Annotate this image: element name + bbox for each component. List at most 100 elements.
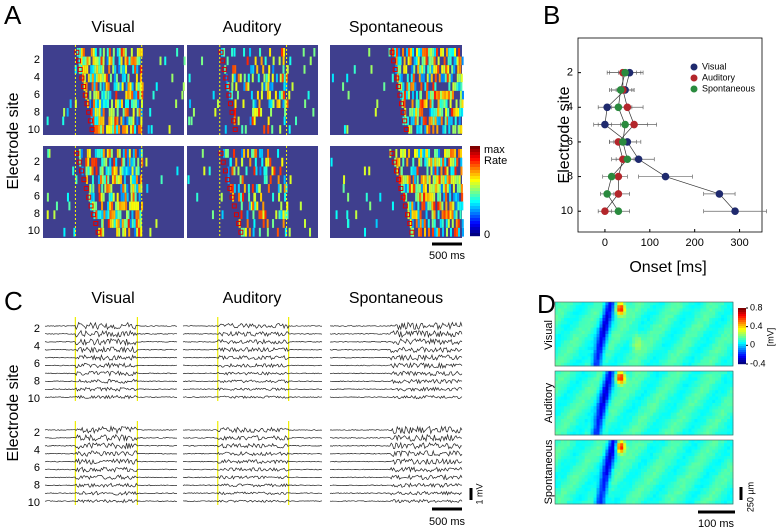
csd-cell	[605, 466, 608, 470]
heatmap-cell	[127, 74, 129, 83]
csd-cell	[641, 353, 644, 357]
csd-cell	[656, 422, 659, 426]
csd-cell	[665, 475, 668, 479]
csd-cell	[677, 498, 680, 502]
csd-cell	[620, 459, 623, 463]
csd-cell	[555, 340, 558, 344]
csd-cell	[632, 478, 635, 482]
csd-cell	[573, 466, 576, 470]
colorbar-cell	[470, 227, 480, 230]
csd-cell	[641, 416, 644, 420]
csd-cell	[600, 344, 603, 348]
csd-cell	[727, 387, 730, 391]
csd-cell	[602, 377, 605, 381]
csd-cell	[680, 347, 683, 351]
heatmap-cell	[452, 91, 454, 100]
heatmap-cell	[410, 82, 412, 91]
csd-cell	[653, 384, 656, 388]
csd-cell	[629, 462, 632, 466]
csd-cell	[600, 469, 603, 473]
csd-cell	[697, 413, 700, 417]
csd-cell	[632, 422, 635, 426]
heatmap-cell	[444, 57, 446, 66]
heatmap-cell	[113, 193, 115, 202]
csd-cell	[721, 400, 724, 404]
heatmap-cell	[130, 158, 132, 167]
heatmap-cell	[419, 108, 421, 117]
csd-cell	[567, 384, 570, 388]
heatmap-cell	[433, 202, 435, 211]
csd-cell	[712, 498, 715, 502]
csd-cell	[650, 356, 653, 360]
csd-cell	[635, 321, 638, 325]
heatmap-cell	[462, 99, 464, 108]
csd-cell	[644, 488, 647, 492]
heatmap-cell	[148, 125, 150, 134]
csd-cell	[644, 381, 647, 385]
csd-cell	[680, 488, 683, 492]
csd-cell	[626, 321, 629, 325]
csd-cell	[567, 491, 570, 495]
csd-cell	[700, 371, 703, 375]
csd-cell	[570, 397, 573, 401]
csd-cell	[564, 416, 567, 420]
heatmap-cell	[431, 202, 433, 211]
csd-cell	[626, 450, 629, 454]
csd-cell	[653, 377, 656, 381]
heatmap-cell	[383, 82, 385, 91]
csd-cell	[605, 315, 608, 319]
heatmap-cell	[260, 210, 262, 219]
csd-cell	[709, 409, 712, 413]
heatmap-cell	[264, 210, 266, 219]
heatmap-cell	[420, 219, 422, 228]
csd-cell	[662, 419, 665, 423]
csd-cell	[579, 453, 582, 457]
csd-cell	[567, 308, 570, 312]
csd-cell	[614, 356, 617, 360]
csd-cell	[691, 425, 694, 429]
heatmap-cell	[104, 74, 106, 83]
csd-cell	[635, 387, 638, 391]
csd-cell	[706, 422, 709, 426]
heatmap-cell	[366, 193, 368, 202]
csd-cell	[659, 387, 662, 391]
csd-cell	[662, 482, 665, 486]
csd-cell	[555, 315, 558, 319]
csd-cell	[620, 400, 623, 404]
csd-cell	[585, 350, 588, 354]
csd-cell	[665, 472, 668, 476]
heatmap-cell	[114, 167, 116, 176]
csd-cell	[683, 456, 686, 460]
heatmap-cell	[410, 57, 412, 66]
csd-cell	[623, 321, 626, 325]
csd-cell	[629, 384, 632, 388]
csd-cell	[558, 353, 561, 357]
csd-cell	[662, 324, 665, 328]
electrode-tick-label: 6	[34, 191, 40, 203]
csd-cell	[635, 422, 638, 426]
csd-cell	[715, 403, 718, 407]
csd-cell	[691, 350, 694, 354]
csd-cell	[703, 356, 706, 360]
heatmap-cell	[456, 82, 458, 91]
csd-cell	[683, 393, 686, 397]
csd-cell	[632, 413, 635, 417]
csd-cell	[671, 422, 674, 426]
csd-cell	[647, 443, 650, 447]
csd-cell	[659, 374, 662, 378]
csd-cell	[721, 422, 724, 426]
csd-cell	[674, 406, 677, 410]
csd-cell	[694, 488, 697, 492]
csd-cell	[617, 459, 620, 463]
csd-cell	[638, 425, 641, 429]
heatmap-cell	[47, 193, 49, 202]
heatmap-cell	[130, 167, 132, 176]
heatmap-cell	[431, 117, 433, 126]
csd-cell	[662, 403, 665, 407]
csd-cell	[703, 498, 706, 502]
csd-cell	[689, 340, 692, 344]
csd-cell	[626, 466, 629, 470]
csd-cell	[638, 416, 641, 420]
csd-cell	[680, 397, 683, 401]
csd-cell	[600, 453, 603, 457]
